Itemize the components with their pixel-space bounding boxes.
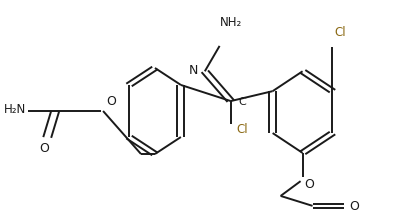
Text: NH₂: NH₂ [220,16,242,29]
Text: Cl: Cl [335,26,346,39]
Text: N: N [188,64,198,77]
Text: H₂N: H₂N [4,103,27,116]
Text: O: O [305,178,315,191]
Text: C: C [238,97,246,107]
Text: O: O [349,200,359,214]
Text: O: O [39,142,49,155]
Text: Cl: Cl [237,123,248,136]
Text: O: O [106,95,116,108]
